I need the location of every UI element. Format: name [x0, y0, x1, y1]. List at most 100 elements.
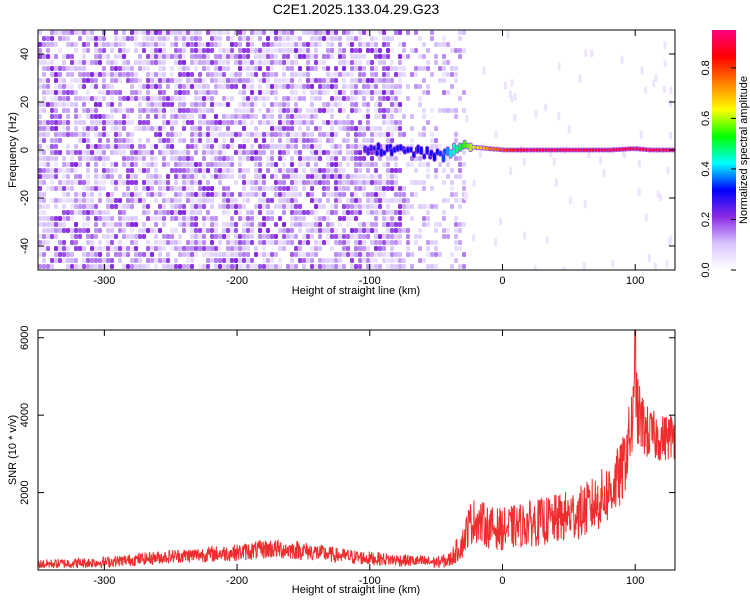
spectrogram-cell — [454, 174, 458, 179]
spectrogram-cell — [190, 72, 194, 77]
spectrogram-cell — [38, 180, 42, 185]
spectrogram-cell — [258, 66, 262, 71]
spectrogram-cell — [430, 138, 434, 143]
spectrogram-cell — [82, 120, 86, 125]
spectrogram-cell — [394, 84, 398, 89]
spectrogram-cell — [54, 162, 58, 167]
spectrogram-cell — [346, 126, 350, 131]
spectrogram-cell — [282, 222, 286, 227]
spectrogram-cell — [246, 96, 250, 101]
spectrogram-cell — [390, 258, 394, 263]
spectrogram-cell — [338, 102, 342, 107]
signal-cell — [419, 146, 423, 155]
spectrogram-cell — [218, 150, 222, 155]
spectrogram-cell — [290, 180, 294, 185]
x-tick-label: -200 — [226, 575, 248, 587]
spectrogram-cell — [302, 138, 306, 143]
spectrogram-cell — [398, 216, 402, 221]
spectrogram-cell — [98, 90, 102, 95]
spectrogram-cell — [150, 54, 154, 59]
spectrogram-cell — [50, 126, 54, 131]
spectrogram-cell — [450, 168, 454, 173]
spectrogram-cell — [106, 138, 110, 143]
spectrogram-cell — [246, 78, 250, 83]
spectrogram-cell — [150, 42, 154, 47]
spectrogram-cell — [54, 54, 58, 59]
spectrogram-cell — [118, 102, 122, 107]
spectrogram-cell — [306, 180, 310, 185]
spectrogram-cell — [294, 72, 298, 77]
spectrogram-cell — [134, 72, 138, 77]
spectrogram-cell — [66, 108, 70, 113]
spectrogram-cell — [326, 72, 330, 77]
spectrogram-cell — [218, 66, 222, 71]
spectrogram-cell — [114, 180, 118, 185]
spectrogram-cell — [102, 216, 106, 221]
signal-cell — [655, 148, 658, 152]
spectrogram-cell — [394, 186, 398, 191]
spectrogram-cell — [86, 48, 90, 53]
spectrogram-cell — [178, 150, 182, 155]
spectrogram-cell — [146, 252, 150, 257]
spectrogram-cell — [446, 174, 450, 179]
spectrogram-cell — [266, 60, 270, 65]
spectrogram-cell — [202, 114, 206, 119]
spectrogram-cell — [242, 30, 246, 35]
colorbar: 0.00.20.40.60.8 Normalized spectral ampl… — [700, 30, 750, 278]
spectrogram-cell — [106, 192, 110, 197]
spectrogram-cell — [94, 108, 98, 113]
spectrogram-cell — [86, 228, 90, 233]
spectrogram-cell — [282, 36, 286, 41]
spectrogram-cell — [278, 246, 282, 251]
spectrogram-cell — [222, 60, 226, 65]
spectrogram-cell — [46, 174, 50, 179]
spectrogram-cell — [274, 168, 278, 173]
spectrogram-cell — [374, 186, 378, 191]
spectrogram-cell — [126, 234, 130, 239]
spectrogram-cell — [326, 108, 330, 113]
spectrogram-cell — [198, 96, 202, 101]
spectrogram-cell — [390, 168, 394, 173]
spectrogram-cell — [134, 30, 138, 35]
spectrogram-cell — [386, 228, 390, 233]
spectrogram-cell — [430, 186, 434, 191]
spectrogram-cell — [290, 42, 294, 47]
spectrogram-cell — [190, 192, 194, 197]
spectrogram-cell — [190, 42, 194, 47]
spectrogram-cell — [322, 258, 326, 263]
spectrogram-cell — [170, 150, 174, 155]
spectrogram-cell — [370, 42, 374, 47]
spectrogram-cell — [270, 42, 274, 47]
spectrogram-cell — [354, 192, 358, 197]
spectrogram-cell — [242, 174, 246, 179]
snr-y-label: SNR (10 * v/v) — [7, 415, 19, 485]
spectrogram-cell — [286, 54, 290, 59]
spectrogram-cell — [330, 156, 334, 161]
spectrogram-cell — [190, 168, 194, 173]
spectrogram-cell — [110, 66, 114, 71]
spectrogram-cell — [210, 204, 214, 209]
spectrogram-cell — [186, 120, 190, 125]
spectrogram-cell — [354, 60, 358, 65]
spectrogram-cell — [394, 174, 398, 179]
spectrogram-cell — [338, 240, 342, 245]
spectrogram-cell — [434, 240, 438, 245]
spectrogram-cell — [398, 198, 402, 203]
spectrogram-cell — [210, 222, 214, 227]
spectrogram-cell — [238, 36, 242, 41]
signal-cell — [591, 148, 595, 152]
spectrogram-cell — [250, 258, 254, 263]
spectrogram-cell — [398, 264, 402, 269]
spectrogram-cell — [278, 48, 282, 53]
snr-x-label: Height of straight line (km) — [292, 584, 420, 596]
spectrogram-cell — [390, 66, 394, 71]
spectrogram-cell — [262, 174, 266, 179]
spectrogram-cell — [330, 54, 334, 59]
spectrogram-cell — [42, 138, 46, 143]
spectrogram-cell — [226, 240, 230, 245]
spectrogram-cell — [434, 222, 438, 227]
spectrogram-cell — [430, 132, 434, 137]
spectrogram-cell — [66, 144, 70, 149]
signal-cell — [600, 148, 604, 152]
spectrogram-cell — [82, 210, 86, 215]
